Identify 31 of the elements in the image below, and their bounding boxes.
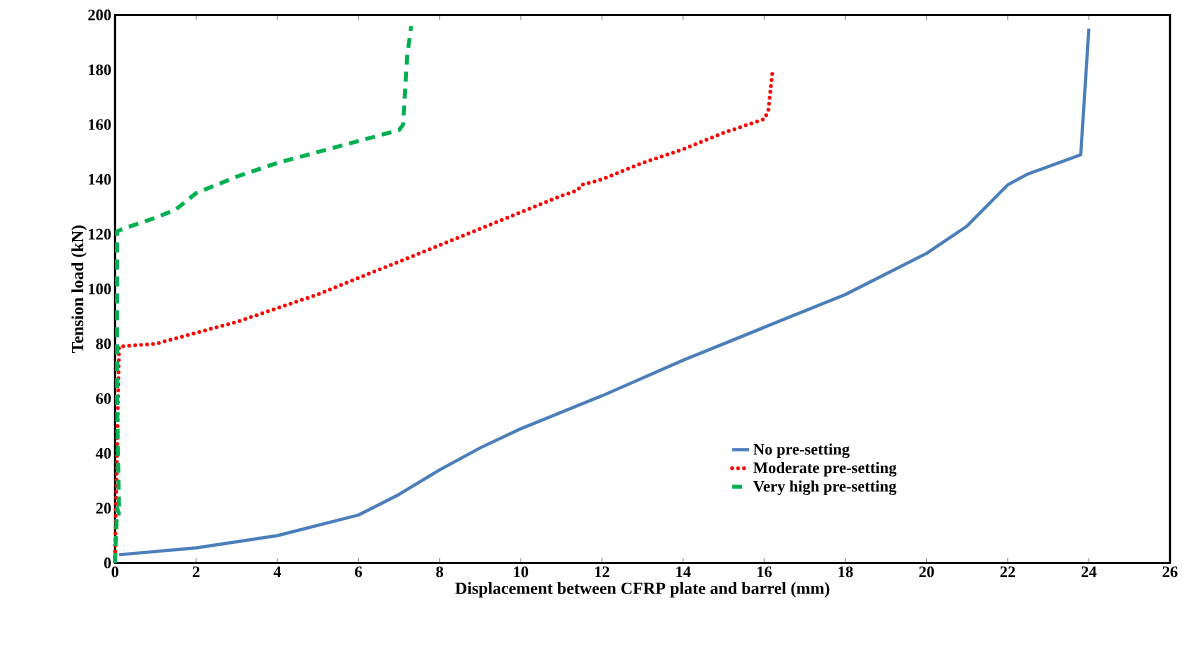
x-tick-label: 24 [1081, 566, 1097, 578]
legend-label: Very high pre-setting [753, 480, 897, 496]
y-tick-label: 160 [88, 119, 111, 130]
x-tick-label: 20 [919, 566, 934, 578]
line-series [117, 27, 1091, 557]
y-axis-title: Tension load (kN) [71, 225, 87, 353]
x-tick-label: 26 [1162, 566, 1178, 578]
y-tick-label: 0 [104, 557, 111, 569]
x-tick-label: 6 [355, 566, 362, 578]
x-tick-label: 10 [514, 566, 529, 578]
x-tick-label: 16 [757, 566, 772, 578]
y-tick-label: 20 [96, 502, 111, 514]
y-tick-label: 60 [96, 393, 111, 404]
legend-label: Moderate pre-setting [753, 461, 897, 477]
y-tick-label: 100 [88, 283, 111, 295]
y-tick-label: 40 [95, 448, 111, 459]
x-tick-label: 18 [838, 566, 853, 578]
x-tick-label: 4 [273, 566, 281, 577]
x-tick-label: 22 [1000, 566, 1015, 578]
y-tick-label: 80 [96, 338, 111, 350]
y-tick-label: 140 [88, 174, 111, 185]
x-tick-label: 14 [676, 566, 691, 578]
legend-label: No pre-setting [753, 443, 850, 458]
x-tick-label: 0 [111, 566, 119, 578]
x-tick-label: 8 [436, 566, 444, 578]
x-tick-label: 2 [192, 566, 200, 578]
y-tick-label: 200 [88, 9, 111, 21]
x-axis-title: Displacement between CFRP plate and barrel (mm) [455, 582, 830, 598]
y-tick-label: 120 [88, 228, 111, 240]
x-tick-label: 12 [595, 566, 610, 578]
y-tick-label: 180 [88, 64, 111, 76]
